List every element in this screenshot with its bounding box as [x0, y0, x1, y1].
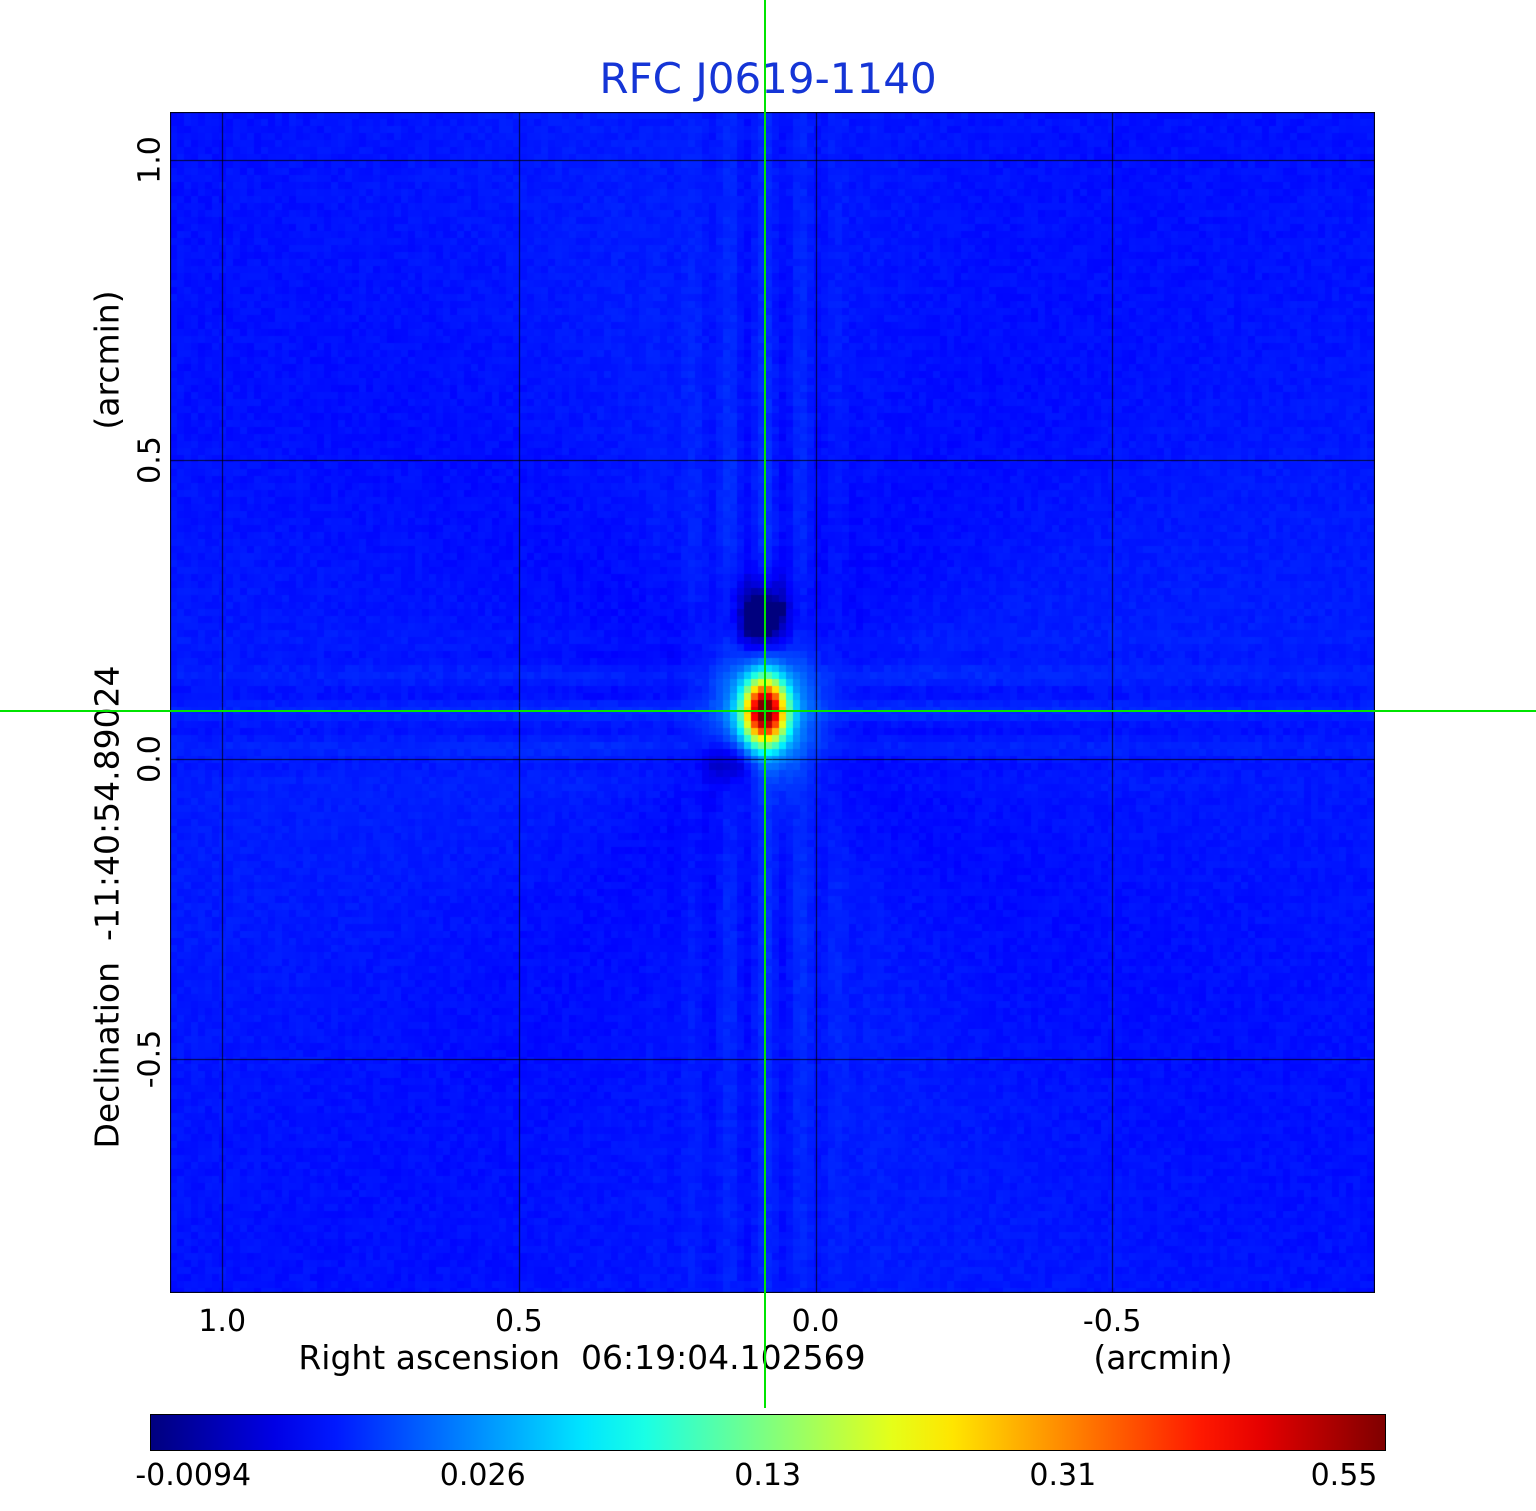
- crosshair-vertical-line: [764, 0, 767, 1408]
- colorbar-tick-label: 0.31: [1029, 1458, 1097, 1493]
- x-axis-unit-label: (arcmin): [1093, 1338, 1233, 1377]
- y-tick-label: 0.5: [132, 435, 168, 484]
- y-axis-unit-label: (arcmin): [87, 290, 127, 430]
- colorbar-tick-label: 0.55: [1310, 1458, 1378, 1493]
- x-tick-label: 1.0: [198, 1304, 247, 1339]
- figure-title: RFC J0619-1140: [599, 54, 937, 103]
- colorbar-tick-label: 0.026: [439, 1458, 526, 1493]
- x-tick-label: 0.0: [791, 1304, 840, 1339]
- y-tick-label: 0.0: [132, 735, 168, 784]
- x-tick-label: -0.5: [1082, 1304, 1142, 1339]
- colorbar-gradient: [150, 1414, 1386, 1451]
- colorbar-tick-labels: -0.0094 0.026 0.13 0.31 0.55: [135, 1458, 1386, 1500]
- colorbar-tick-label: 0.13: [734, 1458, 802, 1493]
- crosshair-horizontal-line: [0, 710, 1536, 713]
- colorbar-tick-label: -0.0094: [135, 1458, 252, 1493]
- x-tick-label: 0.5: [495, 1304, 543, 1339]
- intensity-map: [170, 112, 1375, 1293]
- y-tick-label: -0.5: [132, 1029, 168, 1089]
- y-tick-label: 1.0: [132, 136, 168, 184]
- y-axis-label: Declination -11:40:54.89024: [87, 665, 127, 1149]
- x-axis-label: Right ascension 06:19:04.102569: [298, 1338, 866, 1377]
